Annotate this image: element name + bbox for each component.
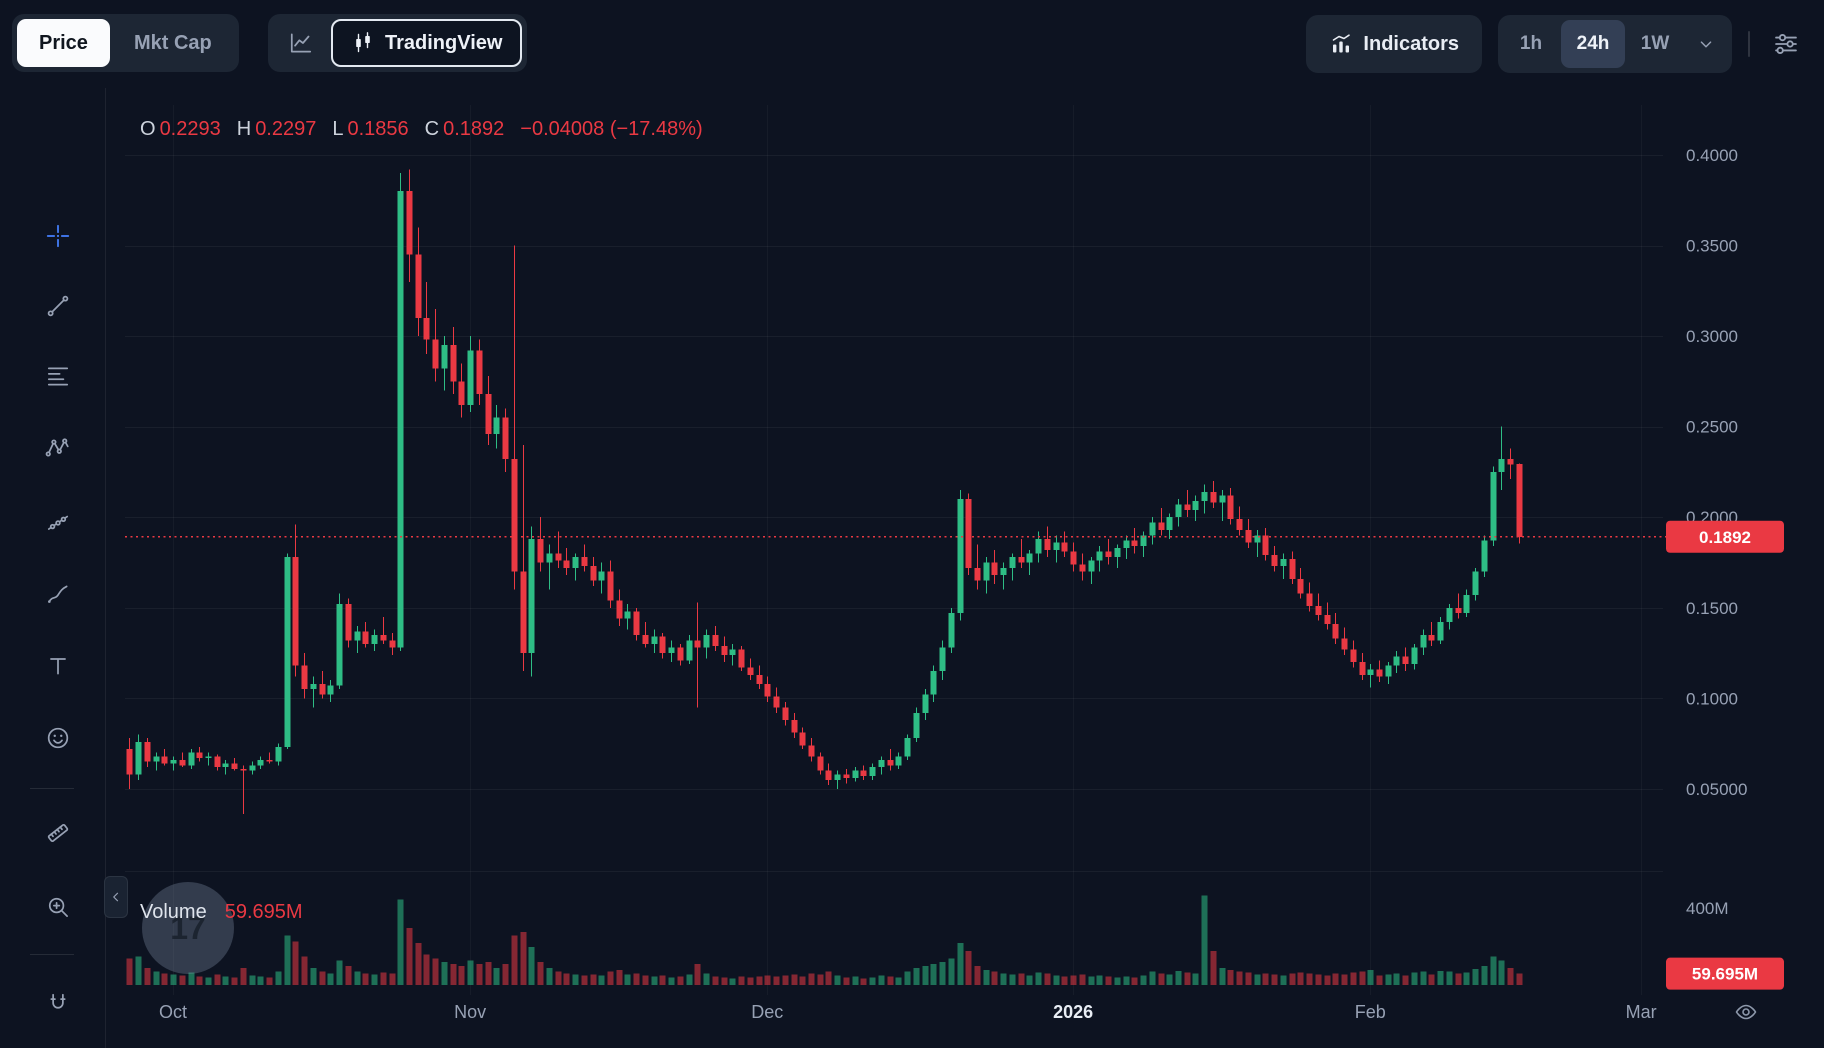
fib-retracement-tool[interactable] — [38, 356, 78, 396]
chart-type-toggle: TradingView — [268, 14, 528, 72]
svg-text:0.3500: 0.3500 — [1686, 237, 1738, 256]
line-chart-button[interactable] — [273, 19, 329, 67]
timeframe-24h[interactable]: 24h — [1561, 20, 1625, 68]
crosshair-icon — [46, 224, 70, 248]
emoji-tool[interactable] — [38, 718, 78, 758]
svg-text:2026: 2026 — [1053, 1002, 1093, 1022]
topbar-right-cluster: Indicators 1h 24h 1W — [1306, 0, 1806, 88]
forecast-icon — [47, 515, 69, 530]
current-price-label[interactable]: 0.1892 — [1666, 520, 1784, 553]
xabcd-pattern-tool[interactable] — [38, 428, 78, 468]
chevron-left-icon — [113, 892, 119, 902]
low-value: 0.1856 — [347, 118, 409, 140]
svg-text:0.1892: 0.1892 — [1699, 528, 1751, 547]
magnet-icon — [50, 993, 66, 1009]
trend-line-tool[interactable] — [38, 286, 78, 326]
eye-icon — [1735, 1004, 1757, 1020]
svg-text:0.4000: 0.4000 — [1686, 146, 1738, 165]
mktcap-tab[interactable]: Mkt Cap — [112, 19, 234, 67]
svg-text:Mar: Mar — [1626, 1002, 1657, 1022]
magnet-tool[interactable] — [38, 984, 78, 1024]
timeframe-1w[interactable]: 1W — [1627, 20, 1683, 68]
svg-text:0.05000: 0.05000 — [1686, 780, 1747, 799]
watermark-text: 17 — [170, 909, 206, 946]
pattern-icon — [45, 438, 69, 457]
svg-text:0.1500: 0.1500 — [1686, 599, 1738, 618]
toolbar-separator — [30, 954, 74, 955]
chevron-down-icon — [1700, 41, 1712, 48]
time-scale[interactable]: Oct Nov Dec 2026 Feb Mar — [159, 1002, 1657, 1022]
volume-legend: Volume 59.695M — [140, 901, 303, 924]
price-tab[interactable]: Price — [17, 19, 110, 67]
measure-tool[interactable] — [38, 813, 78, 853]
change-value: −0.04008 (−17.48%) — [520, 118, 703, 140]
ruler-icon — [47, 823, 69, 843]
chart-toolbar: Price Mkt Cap TradingView — [0, 0, 1824, 88]
ohlc-legend: O 0.2293 H 0.2297 L 0.1856 C 0.1892 −0.04008… — [140, 118, 703, 141]
price-mktcap-toggle: Price Mkt Cap — [12, 14, 239, 72]
topbar-divider — [1748, 31, 1750, 57]
timeframe-expand-button[interactable] — [1685, 20, 1727, 68]
brush-icon — [48, 585, 68, 603]
toolbar-separator — [30, 788, 74, 789]
svg-text:Oct: Oct — [159, 1002, 187, 1022]
candlestick-icon — [356, 32, 370, 53]
indicators-label: Indicators — [1363, 32, 1459, 55]
visibility-toggle-button[interactable] — [1728, 996, 1764, 1028]
drawing-toolbar — [0, 88, 106, 1048]
magnifier-plus-icon — [48, 897, 68, 917]
price-scale[interactable]: 0.40000.35000.30000.25000.20000.15000.10… — [1686, 146, 1747, 799]
high-value: 0.2297 — [255, 118, 317, 140]
smiley-icon — [47, 727, 69, 749]
line-chart-icon — [290, 33, 312, 53]
svg-text:59.695M: 59.695M — [1692, 965, 1758, 984]
svg-text:Feb: Feb — [1355, 1002, 1386, 1022]
trend-line-icon — [47, 295, 69, 317]
indicators-button-wrap: Indicators — [1306, 15, 1482, 73]
volume-scale-tick: 400M — [1686, 899, 1729, 918]
svg-text:0.2500: 0.2500 — [1686, 418, 1738, 437]
tradingview-label: TradingView — [385, 31, 503, 54]
tradingview-tab[interactable]: TradingView — [331, 19, 523, 67]
timeframe-1h[interactable]: 1h — [1503, 20, 1559, 68]
grid — [125, 105, 1663, 995]
close-label: C — [424, 118, 440, 140]
text-icon — [50, 658, 66, 675]
low-label: L — [332, 118, 344, 140]
indicators-icon — [1333, 34, 1351, 53]
high-label: H — [236, 118, 252, 140]
candles-series — [126, 169, 1523, 815]
volume-label: Volume — [140, 901, 207, 923]
svg-text:Dec: Dec — [751, 1002, 783, 1022]
text-tool[interactable] — [38, 646, 78, 686]
brush-tool[interactable] — [38, 574, 78, 614]
volume-value: 59.695M — [224, 901, 303, 923]
timeframe-selector: 1h 24h 1W — [1498, 15, 1732, 73]
horizontal-lines-icon — [47, 367, 69, 386]
chart-settings-button[interactable] — [1766, 24, 1806, 64]
zoom-tool[interactable] — [38, 887, 78, 927]
watermark-logo: 17 — [142, 882, 234, 974]
sliders-icon — [1775, 33, 1797, 55]
crosshair-tool[interactable] — [38, 216, 78, 256]
svg-text:0.1000: 0.1000 — [1686, 689, 1738, 708]
forecast-tool[interactable] — [38, 502, 78, 542]
svg-text:Nov: Nov — [454, 1002, 486, 1022]
indicators-button[interactable]: Indicators — [1311, 20, 1477, 68]
svg-text:0.3000: 0.3000 — [1686, 327, 1738, 346]
pane-collapse-button[interactable] — [104, 876, 128, 918]
volume-series — [126, 895, 1523, 985]
close-value: 0.1892 — [443, 118, 505, 140]
open-label: O — [140, 118, 156, 140]
current-volume-label[interactable]: 59.695M — [1666, 957, 1784, 990]
open-value: 0.2293 — [159, 118, 221, 140]
